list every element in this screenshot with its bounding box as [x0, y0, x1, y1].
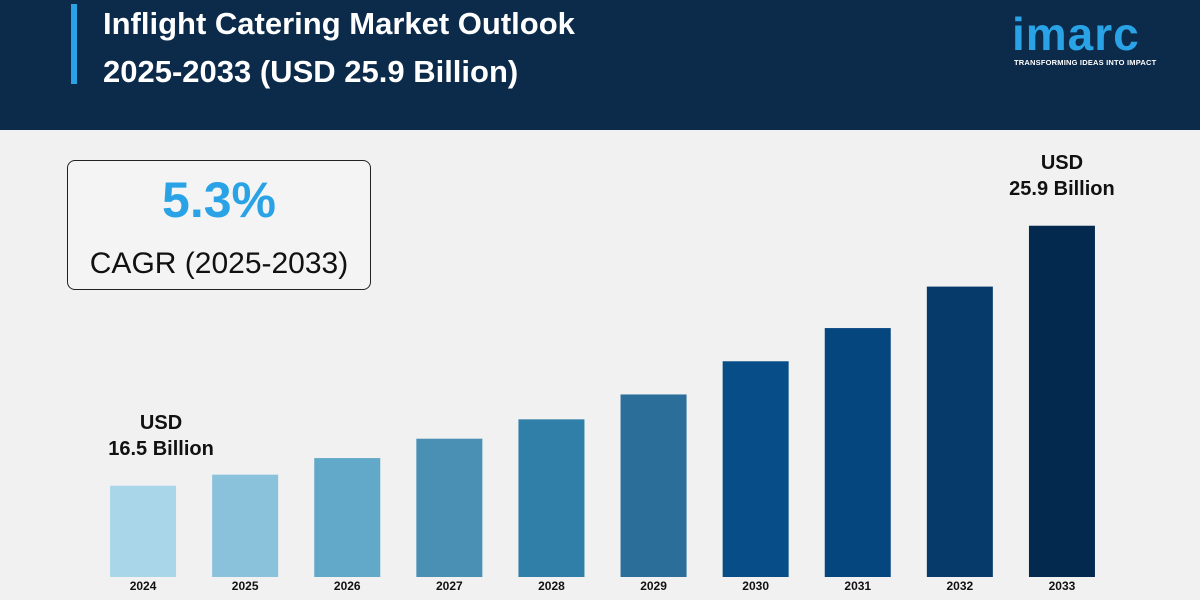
bar [1028, 225, 1095, 577]
x-tick-label: 2030 [742, 579, 769, 593]
header: Inflight Catering Market Outlook 2025-20… [0, 0, 1200, 130]
bar [722, 361, 789, 577]
bar [824, 328, 891, 577]
bar [620, 394, 687, 577]
x-tick-label: 2033 [1049, 579, 1076, 593]
chart-title: Inflight Catering Market Outlook 2025-20… [103, 6, 575, 89]
value-label: USD 25.9 Billion [1009, 151, 1115, 200]
bar [416, 438, 483, 577]
bar [926, 286, 993, 577]
bar [314, 458, 381, 577]
x-tick-label: 2031 [844, 579, 871, 593]
x-tick-label: 2027 [436, 579, 463, 593]
x-tick-label: 2029 [640, 579, 667, 593]
logo-tagline: TRANSFORMING IDEAS INTO IMPACT [1014, 58, 1157, 67]
logo: imarc [1012, 8, 1140, 60]
x-tick-label: 2024 [130, 579, 157, 593]
bar [518, 419, 585, 577]
cagr-box: 5.3% CAGR (2025-2033) [67, 160, 371, 290]
x-tick-label: 2026 [334, 579, 361, 593]
cagr-value: 5.3% [162, 172, 276, 228]
cagr-label: CAGR (2025-2033) [89, 247, 349, 280]
accent-bar [71, 4, 77, 84]
bar [110, 485, 177, 577]
bar [212, 474, 279, 577]
value-label: USD 16.5 Billion [108, 411, 214, 460]
x-tick-label: 2025 [232, 579, 259, 593]
x-tick-label: 2032 [946, 579, 973, 593]
x-tick-label: 2028 [538, 579, 565, 593]
